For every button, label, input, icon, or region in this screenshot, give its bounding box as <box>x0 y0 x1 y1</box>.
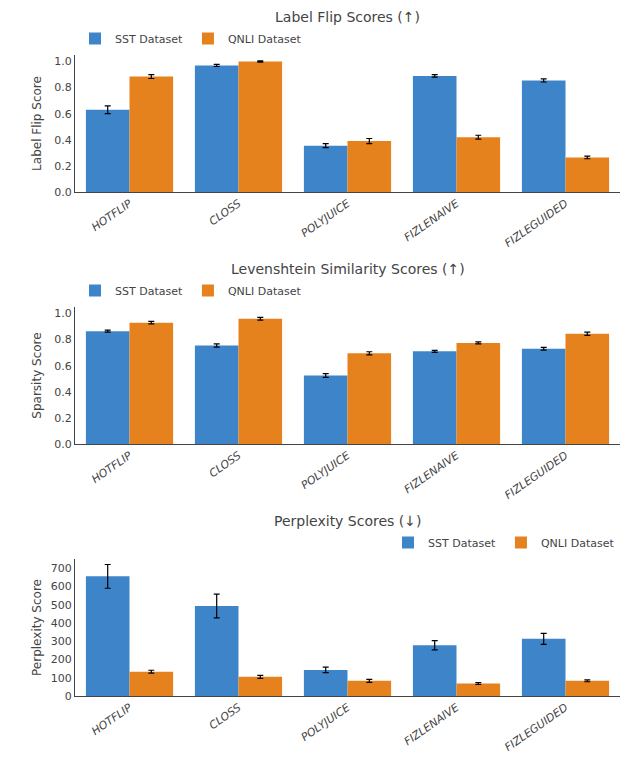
svg-text:QNLI Dataset: QNLI Dataset <box>228 285 302 298</box>
svg-text:SST Dataset: SST Dataset <box>115 33 183 46</box>
svg-text:FIZLENAIVE: FIZLENAIVE <box>402 197 462 244</box>
svg-text:1.0: 1.0 <box>54 307 72 320</box>
svg-text:400: 400 <box>51 617 72 630</box>
svg-text:1.0: 1.0 <box>54 55 72 68</box>
svg-text:SST Dataset: SST Dataset <box>428 537 496 550</box>
svg-text:FIZLEGUIDED: FIZLEGUIDED <box>502 449 570 502</box>
svg-text:0.4: 0.4 <box>54 134 72 147</box>
svg-text:SST Dataset: SST Dataset <box>115 285 183 298</box>
svg-text:Label Flip Scores (↑): Label Flip Scores (↑) <box>275 9 420 25</box>
svg-text:HOTFLIP: HOTFLIP <box>89 701 134 738</box>
svg-text:POLYJUICE: POLYJUICE <box>299 449 353 492</box>
svg-text:Sparsity Score: Sparsity Score <box>30 332 44 418</box>
svg-text:Levenshtein Similarity Scores: Levenshtein Similarity Scores (↑) <box>231 261 465 277</box>
svg-text:QNLI Dataset: QNLI Dataset <box>541 537 615 550</box>
svg-text:0.6: 0.6 <box>54 360 72 373</box>
svg-text:FIZLEGUIDED: FIZLEGUIDED <box>502 197 570 250</box>
svg-text:0.0: 0.0 <box>54 438 72 451</box>
svg-text:0: 0 <box>65 690 72 703</box>
svg-text:CLOSS: CLOSS <box>207 701 244 732</box>
svg-text:0.8: 0.8 <box>54 333 72 346</box>
svg-text:CLOSS: CLOSS <box>207 449 244 480</box>
svg-text:QNLI Dataset: QNLI Dataset <box>228 33 302 46</box>
svg-text:0.0: 0.0 <box>54 186 72 199</box>
svg-text:200: 200 <box>51 653 72 666</box>
svg-text:POLYJUICE: POLYJUICE <box>299 701 353 744</box>
svg-text:CLOSS: CLOSS <box>207 197 244 228</box>
svg-text:Perplexity Scores (↓): Perplexity Scores (↓) <box>274 513 421 529</box>
svg-text:300: 300 <box>51 635 72 648</box>
svg-text:HOTFLIP: HOTFLIP <box>89 449 134 486</box>
svg-text:0.2: 0.2 <box>54 412 72 425</box>
svg-text:FIZLENAIVE: FIZLENAIVE <box>402 701 462 748</box>
svg-text:HOTFLIP: HOTFLIP <box>89 197 134 234</box>
svg-text:Label Flip Score: Label Flip Score <box>30 76 44 171</box>
svg-text:500: 500 <box>51 599 72 612</box>
svg-text:Perplexity Score: Perplexity Score <box>30 579 44 676</box>
svg-text:700: 700 <box>51 562 72 575</box>
svg-text:0.8: 0.8 <box>54 81 72 94</box>
svg-text:0.6: 0.6 <box>54 108 72 121</box>
svg-text:0.2: 0.2 <box>54 160 72 173</box>
svg-text:FIZLEGUIDED: FIZLEGUIDED <box>502 701 570 754</box>
svg-text:100: 100 <box>51 672 72 685</box>
svg-text:0.4: 0.4 <box>54 386 72 399</box>
svg-text:FIZLENAIVE: FIZLENAIVE <box>402 449 462 496</box>
svg-text:600: 600 <box>51 580 72 593</box>
svg-text:POLYJUICE: POLYJUICE <box>299 197 353 240</box>
